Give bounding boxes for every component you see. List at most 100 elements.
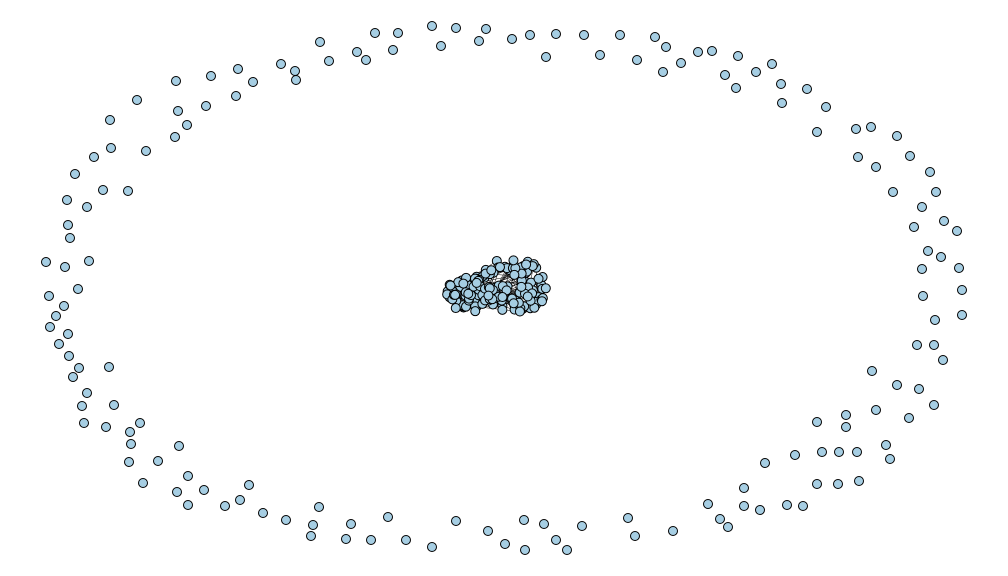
node	[541, 52, 551, 62]
node	[802, 84, 812, 94]
node	[70, 169, 80, 179]
node	[68, 372, 78, 382]
node	[109, 400, 119, 410]
node	[470, 306, 481, 317]
node	[509, 269, 520, 280]
node	[936, 252, 946, 262]
node	[917, 264, 927, 274]
node	[957, 310, 967, 320]
node	[852, 447, 862, 457]
node	[522, 291, 533, 302]
node	[917, 202, 927, 212]
node	[777, 98, 787, 108]
node	[235, 495, 245, 505]
node	[923, 246, 933, 256]
node	[174, 441, 184, 451]
node	[519, 515, 529, 525]
node	[233, 64, 243, 74]
node	[782, 500, 792, 510]
node	[693, 47, 703, 57]
node	[451, 23, 461, 33]
node	[346, 519, 356, 529]
node	[497, 292, 508, 303]
node	[436, 41, 446, 51]
node	[798, 501, 808, 511]
node	[494, 262, 505, 273]
node	[63, 220, 73, 230]
node	[123, 186, 133, 196]
node	[514, 306, 525, 317]
node	[370, 28, 380, 38]
node	[427, 21, 437, 31]
node	[720, 70, 730, 80]
node	[520, 545, 530, 555]
node	[125, 427, 135, 437]
node	[383, 512, 393, 522]
node	[341, 534, 351, 544]
node	[833, 479, 843, 489]
node	[952, 226, 962, 236]
node	[812, 417, 822, 427]
node	[615, 30, 625, 40]
node	[812, 127, 822, 137]
node	[892, 380, 902, 390]
node	[474, 36, 484, 46]
node	[767, 59, 777, 69]
node	[841, 410, 851, 420]
node	[74, 363, 84, 373]
node	[954, 263, 964, 273]
node	[551, 29, 561, 39]
node	[84, 256, 94, 266]
node	[486, 265, 497, 276]
node	[171, 76, 181, 86]
node	[929, 400, 939, 410]
node	[930, 315, 940, 325]
node	[124, 457, 134, 467]
node	[82, 388, 92, 398]
node	[536, 296, 547, 307]
node	[715, 514, 725, 524]
node	[141, 146, 151, 156]
node	[497, 304, 508, 315]
node	[308, 520, 318, 530]
node	[79, 418, 89, 428]
node	[821, 102, 831, 112]
node	[521, 259, 532, 270]
node	[458, 278, 469, 289]
node	[885, 454, 895, 464]
node	[98, 185, 108, 195]
node	[500, 539, 510, 549]
node	[427, 542, 437, 552]
node	[206, 71, 216, 81]
node	[751, 67, 761, 77]
node	[62, 195, 72, 205]
node	[892, 131, 902, 141]
node	[540, 283, 551, 294]
node	[281, 515, 291, 525]
node	[173, 106, 183, 116]
node	[89, 152, 99, 162]
node	[291, 75, 301, 85]
node	[871, 162, 881, 172]
node	[841, 422, 851, 432]
node	[929, 340, 939, 350]
node	[182, 120, 192, 130]
node	[931, 187, 941, 197]
node	[658, 67, 668, 77]
node	[723, 522, 733, 532]
node	[905, 151, 915, 161]
node	[306, 531, 316, 541]
node	[507, 34, 517, 44]
node	[290, 66, 300, 76]
node	[918, 291, 928, 301]
node	[957, 285, 967, 295]
node	[199, 485, 209, 495]
node	[867, 366, 877, 376]
node	[258, 508, 268, 518]
node	[866, 122, 876, 132]
node	[912, 340, 922, 350]
node	[361, 55, 371, 65]
node	[904, 413, 914, 423]
